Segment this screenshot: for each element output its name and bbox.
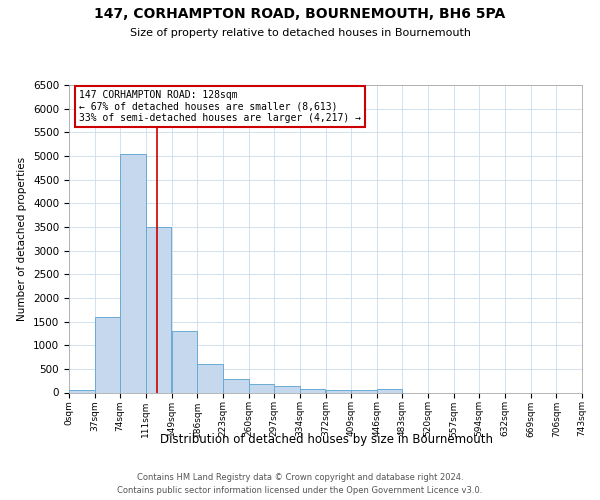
Bar bbox=[95, 317, 120, 392]
Bar bbox=[352, 390, 377, 392]
Y-axis label: Number of detached properties: Number of detached properties bbox=[17, 156, 28, 321]
Text: Contains public sector information licensed under the Open Government Licence v3: Contains public sector information licen… bbox=[118, 486, 482, 495]
Bar bbox=[326, 390, 352, 392]
Bar bbox=[120, 154, 146, 392]
Bar bbox=[377, 390, 403, 392]
Bar bbox=[146, 227, 171, 392]
Bar bbox=[248, 384, 274, 392]
Bar bbox=[223, 380, 248, 392]
Bar bbox=[299, 388, 325, 392]
Bar bbox=[197, 364, 223, 392]
Text: Size of property relative to detached houses in Bournemouth: Size of property relative to detached ho… bbox=[130, 28, 470, 38]
Bar bbox=[274, 386, 299, 392]
Text: 147, CORHAMPTON ROAD, BOURNEMOUTH, BH6 5PA: 147, CORHAMPTON ROAD, BOURNEMOUTH, BH6 5… bbox=[94, 8, 506, 22]
Text: Contains HM Land Registry data © Crown copyright and database right 2024.: Contains HM Land Registry data © Crown c… bbox=[137, 472, 463, 482]
Bar bbox=[172, 331, 197, 392]
Text: Distribution of detached houses by size in Bournemouth: Distribution of detached houses by size … bbox=[161, 432, 493, 446]
Text: 147 CORHAMPTON ROAD: 128sqm
← 67% of detached houses are smaller (8,613)
33% of : 147 CORHAMPTON ROAD: 128sqm ← 67% of det… bbox=[79, 90, 361, 123]
Bar bbox=[69, 390, 95, 392]
